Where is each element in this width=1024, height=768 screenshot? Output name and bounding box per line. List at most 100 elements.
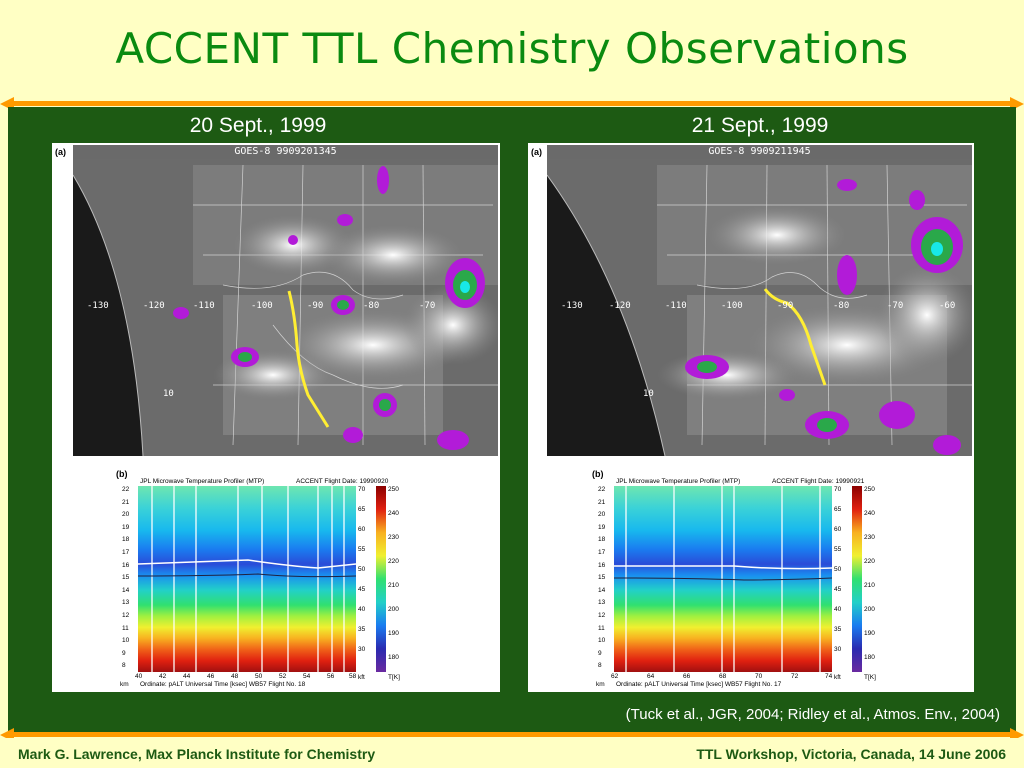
x-tick: 56 bbox=[327, 673, 335, 680]
temp-tick: 210 bbox=[864, 582, 875, 589]
km-tick: 14 bbox=[598, 586, 606, 594]
km-tick: 8 bbox=[122, 662, 126, 670]
title-bar: ACCENT TTL Chemistry Observations bbox=[0, 0, 1024, 100]
mtp-footer: Ordinate: pALT Universal Time [ksec] WB5… bbox=[140, 681, 306, 688]
mtp-x-axis: 62 64 66 68 70 72 74 bbox=[611, 673, 833, 681]
lon-label: -90 bbox=[777, 301, 794, 311]
kft-tick: 55 bbox=[358, 546, 366, 553]
x-tick: 42 bbox=[159, 673, 167, 680]
temperature-colorbar-left bbox=[376, 486, 386, 672]
temp-tick: 230 bbox=[864, 534, 875, 541]
lon-label: -70 bbox=[887, 301, 904, 311]
lat-label: 10 bbox=[643, 389, 654, 399]
x-tick: 54 bbox=[303, 673, 311, 680]
km-tick: 22 bbox=[598, 486, 606, 493]
x-tick: 62 bbox=[611, 673, 619, 680]
km-tick: 20 bbox=[122, 511, 130, 519]
sat-panel-label: (a) bbox=[55, 147, 66, 157]
lon-label: -80 bbox=[363, 301, 380, 311]
lon-label: -90 bbox=[307, 301, 324, 311]
slide-title: ACCENT TTL Chemistry Observations bbox=[115, 24, 909, 73]
temp-tick: 240 bbox=[388, 510, 399, 517]
satellite-image-left: GOES-8 9909201345 -130 -120 -110 -100 -9… bbox=[73, 145, 498, 456]
km-tick: 11 bbox=[598, 624, 605, 632]
kft-tick: 70 bbox=[834, 486, 842, 493]
km-tick: 22 bbox=[122, 486, 130, 493]
temp-tick: 180 bbox=[864, 654, 875, 661]
km-tick: 10 bbox=[598, 637, 606, 645]
x-tick: 46 bbox=[207, 673, 215, 680]
mtp-kft-unit: kft bbox=[834, 674, 841, 681]
temp-tick: 200 bbox=[388, 606, 399, 613]
km-tick: 8 bbox=[598, 662, 602, 670]
kft-tick: 70 bbox=[358, 486, 366, 493]
lon-label: -120 bbox=[143, 301, 165, 311]
temp-tick: 200 bbox=[864, 606, 875, 613]
mtp-curtain-right bbox=[614, 486, 832, 672]
mtp-tk-unit: T[K] bbox=[388, 674, 400, 681]
citation: (Tuck et al., JGR, 2004; Ridley et al., … bbox=[625, 706, 1000, 723]
x-tick: 70 bbox=[755, 673, 763, 680]
km-tick: 21 bbox=[122, 498, 130, 506]
lon-label: -130 bbox=[561, 301, 583, 311]
x-tick: 44 bbox=[183, 673, 191, 680]
mtp-plot-left: JPL Microwave Temperature Profiler (MTP)… bbox=[118, 478, 448, 688]
km-tick: 11 bbox=[122, 624, 129, 632]
km-tick: 17 bbox=[598, 549, 606, 556]
mtp-tk-unit: T[K] bbox=[864, 674, 876, 681]
temp-tick: 250 bbox=[864, 486, 875, 493]
temp-tick: 190 bbox=[864, 630, 875, 637]
temp-tick: 180 bbox=[388, 654, 399, 661]
km-tick: 18 bbox=[598, 536, 606, 544]
lon-label: -120 bbox=[609, 301, 631, 311]
km-tick: 13 bbox=[122, 599, 130, 607]
mtp-flight-date: ACCENT Flight Date: 19990920 bbox=[296, 478, 389, 485]
kft-tick: 65 bbox=[358, 506, 366, 513]
x-tick: 58 bbox=[349, 673, 357, 680]
km-tick: 19 bbox=[598, 523, 606, 531]
lon-label: -100 bbox=[721, 301, 743, 311]
x-tick: 40 bbox=[135, 673, 143, 680]
x-tick: 64 bbox=[647, 673, 655, 680]
x-tick: 74 bbox=[825, 673, 833, 680]
panel-date-left: 20 Sept., 1999 bbox=[189, 114, 327, 137]
lon-label: -70 bbox=[419, 301, 436, 311]
top-divider bbox=[12, 101, 1012, 106]
kft-tick: 40 bbox=[834, 606, 842, 613]
kft-tick: 30 bbox=[834, 646, 842, 653]
footer-event: TTL Workshop, Victoria, Canada, 14 June … bbox=[696, 746, 1006, 762]
mtp-title: JPL Microwave Temperature Profiler (MTP) bbox=[140, 478, 265, 485]
x-tick: 52 bbox=[279, 673, 287, 680]
temp-tick: 250 bbox=[388, 486, 399, 493]
mtp-km-axis: 22 21 20 19 18 17 16 15 14 13 12 11 10 9… bbox=[122, 486, 136, 670]
satellite-map-right bbox=[547, 145, 972, 456]
x-tick: 50 bbox=[255, 673, 263, 680]
km-tick: 20 bbox=[598, 511, 606, 519]
km-tick: 13 bbox=[598, 599, 606, 607]
kft-tick: 45 bbox=[834, 586, 842, 593]
km-tick: 16 bbox=[598, 561, 606, 569]
km-tick: 10 bbox=[122, 637, 130, 645]
mtp-title: JPL Microwave Temperature Profiler (MTP) bbox=[616, 478, 741, 485]
x-tick: 48 bbox=[231, 673, 239, 680]
lon-label: -60 bbox=[939, 301, 956, 311]
mtp-temp-axis: 250 240 230 220 210 200 190 180 bbox=[388, 486, 406, 672]
satellite-image-right: GOES-8 9909211945 -130 -120 -110 -100 -9… bbox=[547, 145, 972, 456]
mtp-kft-axis: 70 65 60 55 50 45 40 35 30 bbox=[358, 486, 374, 666]
mtp-x-axis: 40 42 44 46 48 50 52 54 56 58 bbox=[135, 673, 357, 681]
flight-track-left bbox=[287, 290, 330, 428]
mtp-panel-label: (b) bbox=[592, 469, 604, 479]
x-tick: 68 bbox=[719, 673, 727, 680]
panel-date-right: 21 Sept., 1999 bbox=[691, 114, 829, 137]
lon-label: -100 bbox=[251, 301, 273, 311]
mtp-footer: Ordinate: pALT Universal Time [ksec] WB5… bbox=[616, 681, 782, 688]
sat-header-left: GOES-8 9909201345 bbox=[73, 145, 498, 159]
km-tick: 16 bbox=[122, 561, 130, 569]
lon-label: -130 bbox=[87, 301, 109, 311]
x-tick: 72 bbox=[791, 673, 799, 680]
sat-header-right: GOES-8 9909211945 bbox=[547, 145, 972, 159]
km-tick: 19 bbox=[122, 523, 130, 531]
mtp-panel-label: (b) bbox=[116, 469, 128, 479]
kft-tick: 65 bbox=[834, 506, 842, 513]
km-tick: 15 bbox=[122, 574, 130, 582]
